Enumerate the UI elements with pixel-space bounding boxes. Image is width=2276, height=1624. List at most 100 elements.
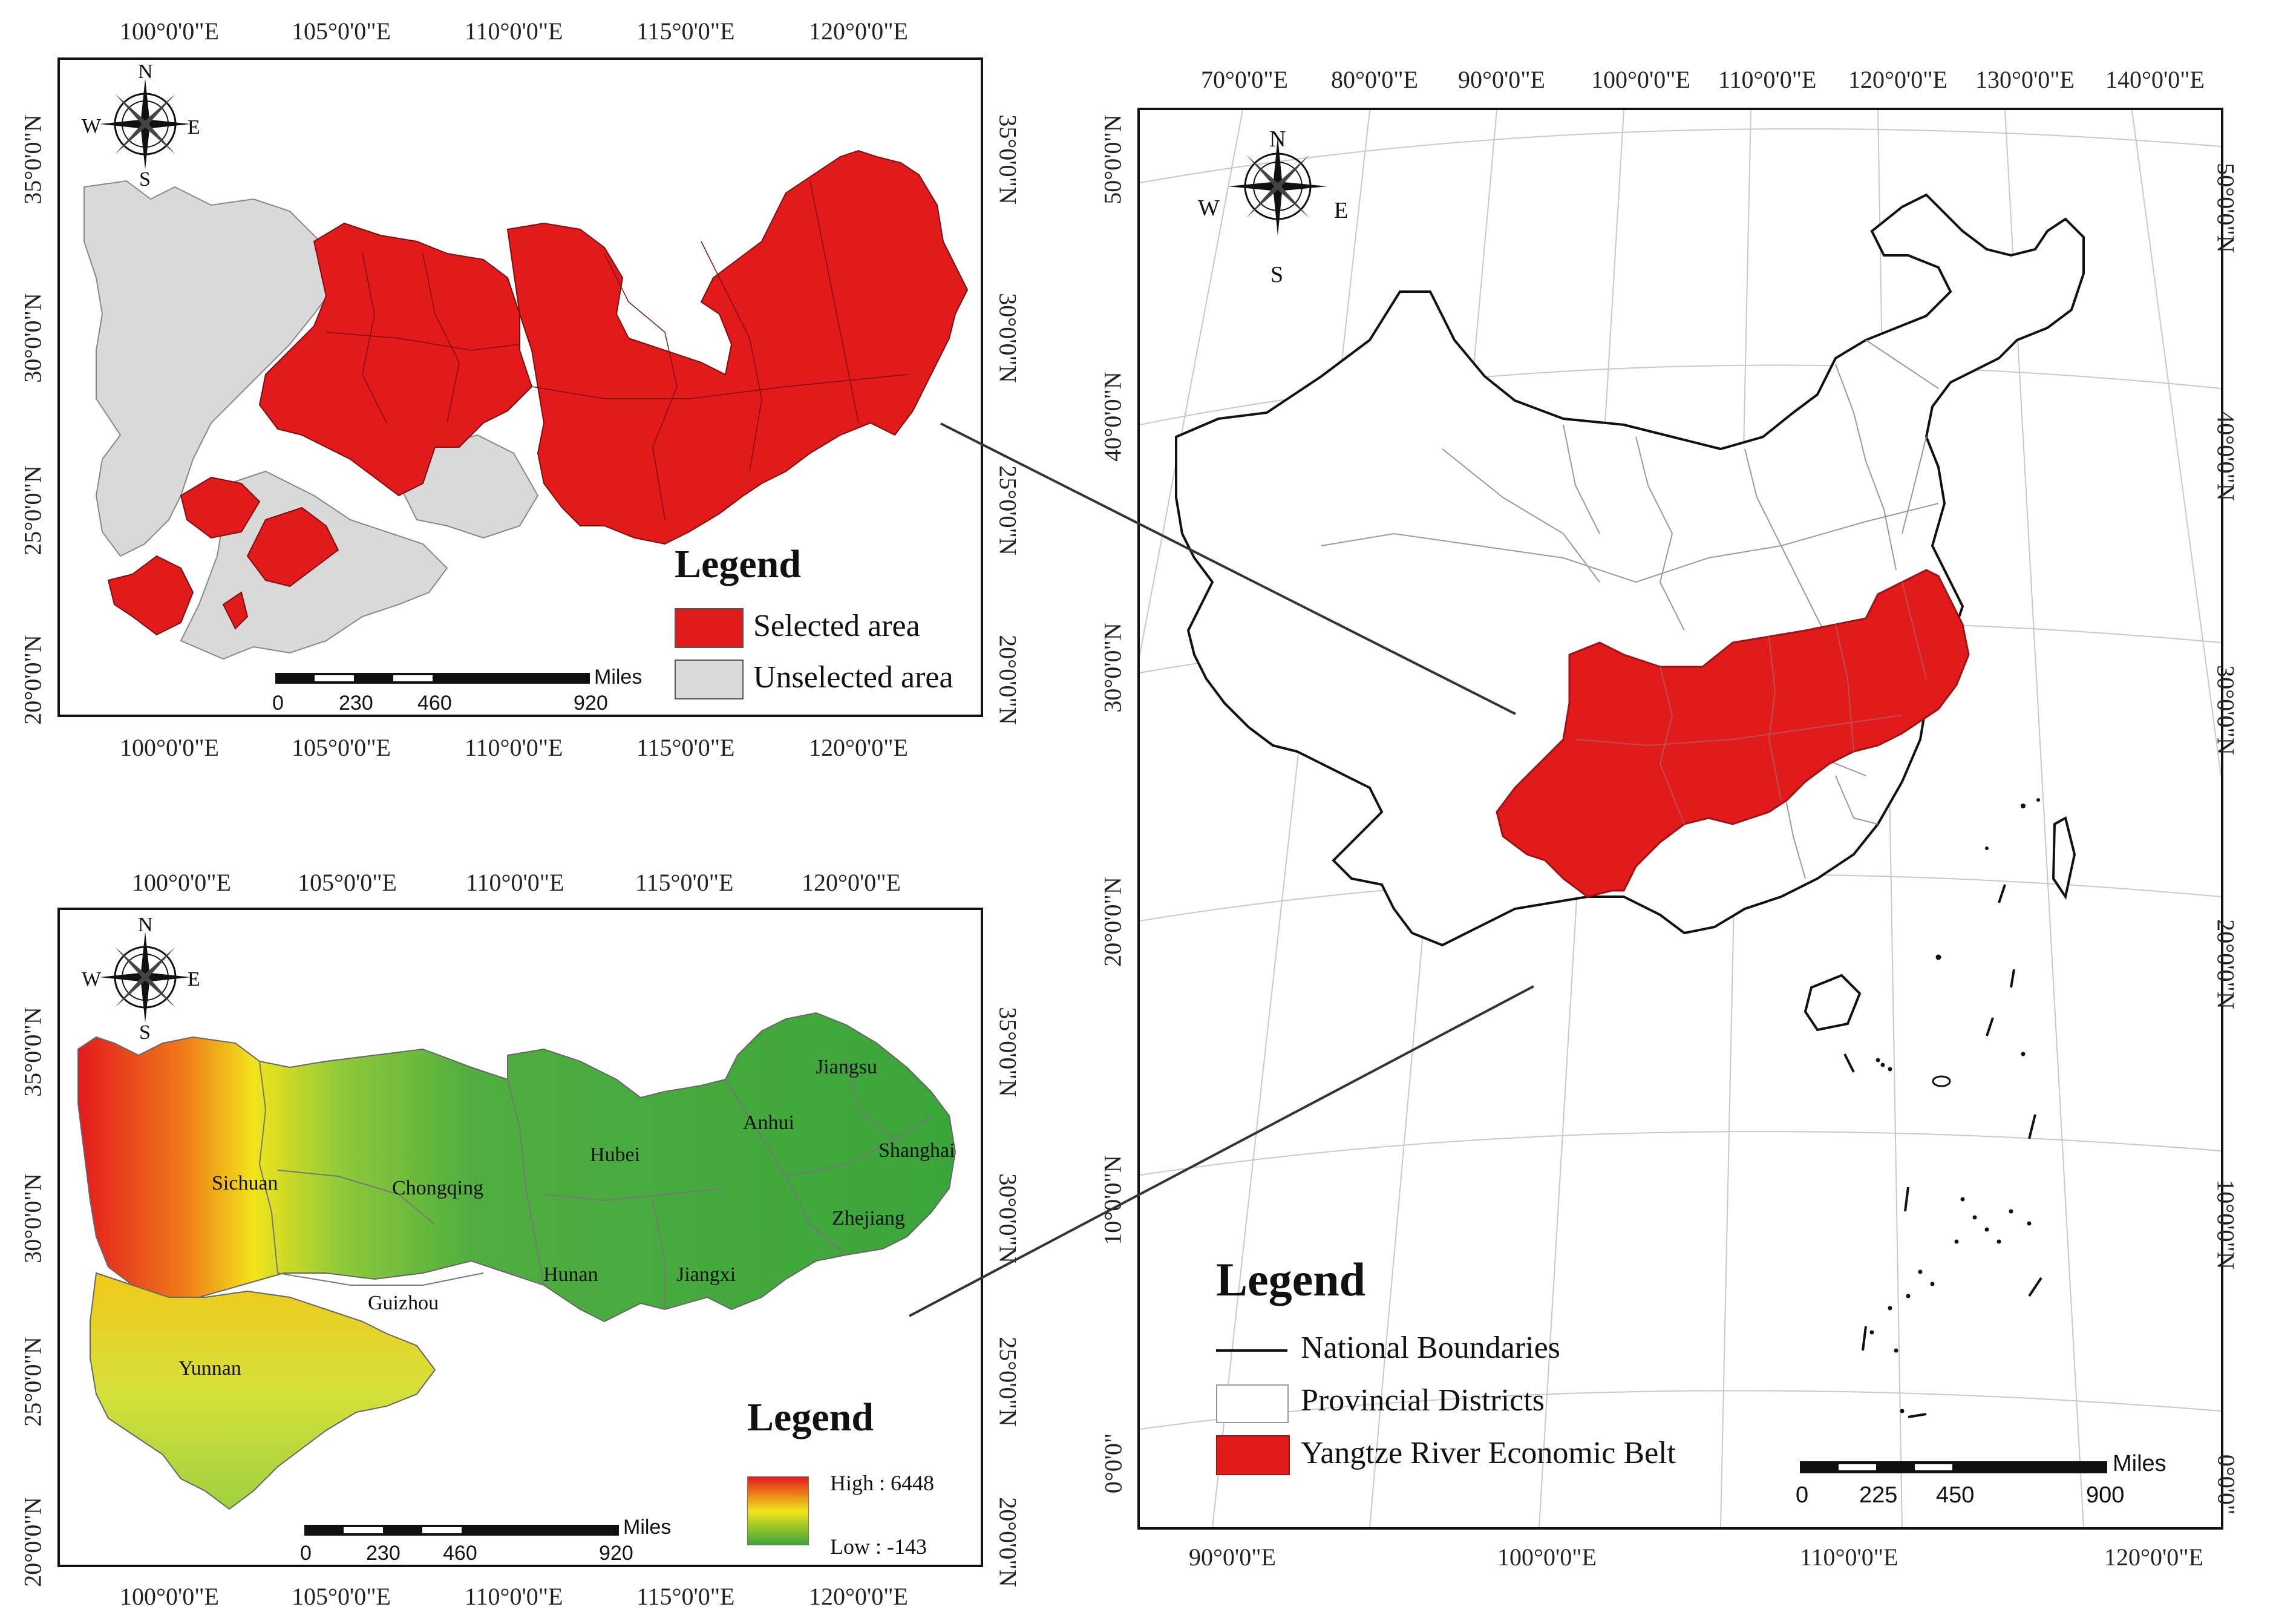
map-a-bottom-lon-tick: 120°0'0"E: [809, 734, 908, 761]
scale-tick: 920: [574, 692, 608, 715]
map-a-bottom-lon-tick: 100°0'0"E: [120, 734, 219, 761]
province-label-sichuan: Sichuan: [212, 1172, 278, 1194]
map-a-top-lon-tick: 105°0'0"E: [292, 18, 391, 45]
scale-bar: [1800, 1461, 2107, 1473]
map-b-bottom-lon-tick: 105°0'0"E: [292, 1583, 391, 1610]
map-c-bottom-lon-tick: 120°0'0"E: [2104, 1544, 2203, 1571]
compass-e-label: E: [1334, 198, 1349, 223]
map-b-top-lon-tick: 100°0'0"E: [132, 869, 231, 896]
map-c-bottom-lon-tick: 110°0'0"E: [1800, 1544, 1898, 1571]
map-a-bottom-lon-tick: 115°0'0"E: [636, 734, 735, 761]
belt-inner-boundaries: [1575, 581, 1927, 825]
legend-symbol-provincial-districts: [1216, 1384, 1289, 1423]
legend-swatch-unselected: [675, 660, 744, 699]
compass-rose-icon: [100, 932, 191, 1023]
scale-unit: Miles: [594, 666, 643, 689]
map-c-legend-title: Legend: [1216, 1253, 1366, 1306]
compass-rose-icon: [100, 79, 191, 169]
map-a-top-lon-tick: 110°0'0"E: [465, 18, 563, 45]
nine-dash-line: [1843, 884, 2042, 1418]
scale-tick: 0: [300, 1542, 312, 1565]
map-b-bottom-lon-tick: 120°0'0"E: [809, 1583, 908, 1610]
scale-tick: 230: [366, 1542, 401, 1565]
province-label-anhui: Anhui: [743, 1112, 794, 1134]
scale-tick: 460: [417, 692, 452, 715]
compass-w-label: W: [82, 115, 102, 137]
province-label-shanghai: Shanghai: [878, 1139, 955, 1162]
legend-swatch-selected: [675, 608, 744, 648]
map-c-bottom-lon-tick: 90°0'0"E: [1189, 1544, 1276, 1571]
legend-label-provincial-districts: Provincial Districts: [1301, 1383, 1545, 1418]
elevation-color-ramp: [747, 1476, 809, 1545]
compass-rose-icon: [1228, 137, 1327, 236]
map-a-top-lon-tick: 120°0'0"E: [809, 18, 908, 45]
hainan-island: [1803, 974, 1862, 1032]
map-c-top-lon-tick: 130°0'0"E: [1975, 66, 2075, 93]
map-b-top-lon-tick: 115°0'0"E: [635, 869, 734, 896]
map-c-top-lon-tick: 70°0'0"E: [1201, 66, 1288, 93]
map-a-region: [83, 149, 969, 660]
map-c-bottom-lon-tick: 100°0'0"E: [1497, 1544, 1597, 1571]
scale-bar: [275, 673, 590, 684]
selected-area: [107, 149, 969, 636]
compass-n-label: N: [1269, 126, 1286, 152]
inner-boundaries: [325, 180, 907, 520]
scale-bar: [304, 1525, 619, 1536]
map-c-top-lon-tick: 100°0'0"E: [1591, 66, 1690, 93]
scale-tick: 900: [2086, 1482, 2125, 1508]
scale-tick: 0: [1796, 1482, 1809, 1508]
legend-symbol-yangtze-belt: [1216, 1435, 1290, 1475]
province-boundaries: [258, 1061, 932, 1309]
compass-s-label: S: [139, 1021, 151, 1044]
map-a-top-lon-tick: 100°0'0"E: [120, 18, 219, 45]
province-label-jiangxi: Jiangxi: [676, 1263, 736, 1286]
map-c-top-lon-tick: 80°0'0"E: [1331, 66, 1418, 93]
legend-symbol-national-boundaries: [1216, 1349, 1287, 1352]
compass-s-label: S: [1270, 262, 1284, 287]
elevation-south: [90, 1272, 436, 1510]
map-b-top-lon-tick: 105°0'0"E: [298, 869, 397, 896]
map-b-elevation-region: [77, 1012, 957, 1510]
compass-e-label: E: [188, 968, 200, 990]
scale-tick: 920: [599, 1542, 633, 1565]
map-c-top-lon-tick: 140°0'0"E: [2105, 66, 2205, 93]
map-c-top-lon-tick: 110°0'0"E: [1718, 66, 1817, 93]
elevation-high-label: High : 6448: [830, 1471, 935, 1495]
compass-w-label: W: [82, 968, 102, 990]
compass-n-label: N: [138, 61, 153, 83]
coast-dots: [1985, 798, 2040, 850]
scale-tick: 450: [1936, 1482, 1975, 1508]
scale-tick: 460: [443, 1542, 477, 1565]
scale-unit: Miles: [2113, 1451, 2166, 1476]
compass-w-label: W: [1198, 195, 1220, 221]
elevation-upper: [77, 1012, 957, 1323]
province-label-chongqing: Chongqing: [392, 1177, 484, 1199]
compass-n-label: N: [138, 914, 153, 936]
elevation-low-label: Low : -143: [830, 1534, 927, 1559]
province-label-zhejiang: Zhejiang: [832, 1207, 905, 1229]
legend-label-yangtze-belt: Yangtze River Economic Belt: [1301, 1436, 1676, 1470]
legend-label-unselected: Unselected area: [753, 660, 953, 695]
scale-tick: 0: [272, 692, 284, 715]
taiwan-island: [2052, 816, 2076, 900]
scale-unit: Miles: [623, 1516, 672, 1539]
legend-label-selected: Selected area: [753, 609, 920, 643]
map-c-top-lon-tick: 90°0'0"E: [1458, 66, 1545, 93]
map-a-top-lon-tick: 115°0'0"E: [636, 18, 735, 45]
map-b-bottom-lon-tick: 100°0'0"E: [120, 1583, 219, 1610]
scale-tick: 225: [1859, 1482, 1898, 1508]
map-b-top-lon-tick: 120°0'0"E: [802, 869, 901, 896]
province-label-guizhou: Guizhou: [368, 1292, 439, 1314]
legend-label-national-boundaries: National Boundaries: [1301, 1331, 1560, 1365]
map-a-bottom-lon-tick: 110°0'0"E: [465, 734, 563, 761]
scale-tick: 230: [339, 692, 373, 715]
province-label-jiangsu: Jiangsu: [816, 1056, 877, 1078]
map-c-top-lon-tick: 120°0'0"E: [1848, 66, 1947, 93]
map-b-top-lon-tick: 110°0'0"E: [466, 869, 564, 896]
compass-e-label: E: [188, 116, 200, 139]
yangtze-economic-belt: [1496, 569, 1970, 898]
map-a-bottom-lon-tick: 105°0'0"E: [292, 734, 391, 761]
map-b-bottom-lon-tick: 115°0'0"E: [636, 1583, 735, 1610]
compass-s-label: S: [139, 168, 151, 191]
